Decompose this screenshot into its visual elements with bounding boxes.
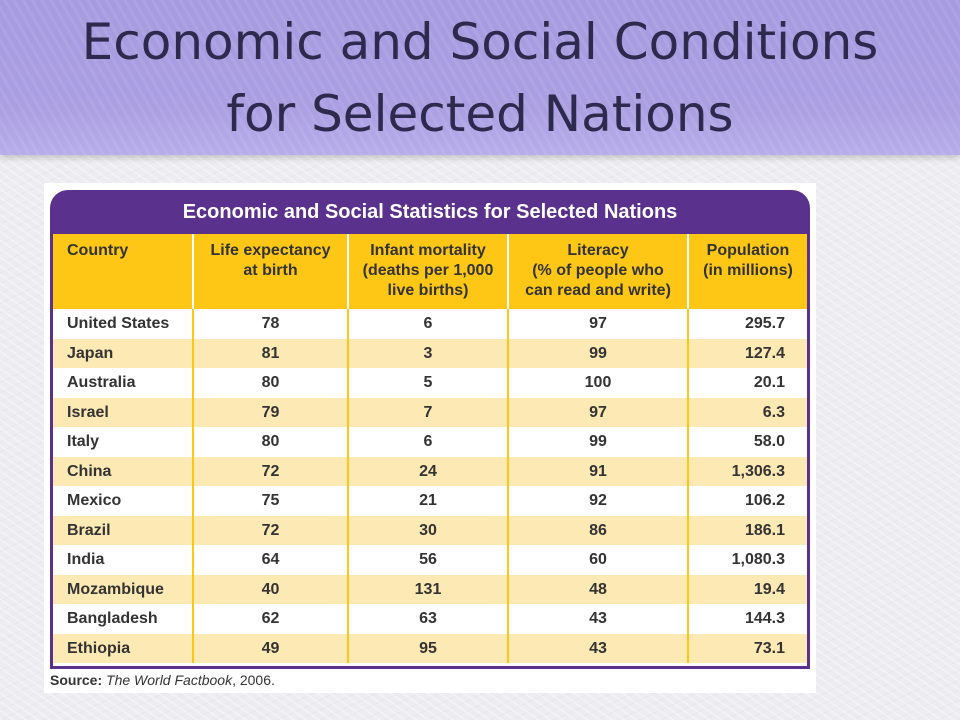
- table-row: Japan 81 3 99 127.4: [53, 338, 807, 368]
- cell-literacy: 97: [509, 397, 689, 427]
- statistics-table: Economic and Social Statistics for Selec…: [44, 183, 816, 693]
- cell-country: Ethiopia: [53, 633, 194, 663]
- table-row: Bangladesh 62 63 43 144.3: [53, 604, 807, 634]
- cell-population: 1,306.3: [731, 462, 785, 480]
- cell-life-expectancy: 75: [194, 486, 349, 516]
- table-row: Ethiopia 49 95 43 73.1: [53, 633, 807, 663]
- cell-population: 106.2: [744, 492, 785, 509]
- cell-life-expectancy: 79: [194, 397, 349, 427]
- source-year: , 2006.: [232, 672, 275, 688]
- cell-population: 186.1: [744, 521, 785, 539]
- cell-infant-mortality: 24: [349, 456, 509, 486]
- cell-infant-mortality: 95: [349, 633, 509, 663]
- source-work: The World Factbook: [106, 672, 233, 688]
- cell-literacy: 92: [509, 486, 689, 516]
- table-row: Brazil 72 30 86 186.1: [53, 515, 807, 545]
- cell-infant-mortality: 21: [349, 486, 509, 516]
- cell-life-expectancy: 80: [194, 427, 349, 457]
- table-row: India 64 56 60 1,080.3: [53, 545, 807, 575]
- column-header-country: Country: [53, 234, 194, 309]
- column-header-life-expectancy: Life expectancy at birth: [194, 234, 349, 309]
- column-headers: Country Life expectancy at birth Infant …: [53, 234, 807, 309]
- cell-life-expectancy: 72: [194, 515, 349, 545]
- cell-country: Brazil: [53, 515, 194, 545]
- cell-life-expectancy: 78: [194, 309, 349, 339]
- cell-life-expectancy: 80: [194, 368, 349, 398]
- cell-infant-mortality: 6: [349, 427, 509, 457]
- cell-country: Japan: [53, 338, 194, 368]
- title-band: [0, 0, 960, 155]
- cell-country: Mexico: [53, 486, 194, 516]
- cell-infant-mortality: 3: [349, 338, 509, 368]
- slide-title: Economic and Social Conditions for Selec…: [0, 6, 960, 150]
- cell-country: Italy: [53, 427, 194, 457]
- table-body: Country Life expectancy at birth Infant …: [50, 234, 810, 669]
- table-rows: United States 78 6 97 295.7 Japan 81 3 99 127.4 Au…: [53, 309, 807, 663]
- cell-life-expectancy: 81: [194, 338, 349, 368]
- cell-literacy: 99: [509, 338, 689, 368]
- cell-infant-mortality: 131: [349, 574, 509, 604]
- cell-country: United States: [53, 309, 194, 339]
- column-header-infant-mortality: Infant mortality (deaths per 1,000 live …: [349, 234, 509, 309]
- slide-title-line-2: for Selected Nations: [226, 85, 734, 143]
- table-row: Mexico 75 21 92 106.2: [53, 486, 807, 516]
- table-row: Italy 80 6 99 58.0: [53, 427, 807, 457]
- cell-population: 73.1: [753, 639, 785, 657]
- cell-literacy: 48: [509, 574, 689, 604]
- cell-life-expectancy: 72: [194, 456, 349, 486]
- cell-country: Israel: [53, 397, 194, 427]
- cell-population: 6.3: [762, 403, 785, 421]
- cell-literacy: 43: [509, 633, 689, 663]
- cell-life-expectancy: 64: [194, 545, 349, 575]
- column-header-population: Population (in millions): [703, 242, 793, 279]
- cell-life-expectancy: 49: [194, 633, 349, 663]
- cell-infant-mortality: 56: [349, 545, 509, 575]
- cell-country: Mozambique: [53, 574, 194, 604]
- cell-country: Bangladesh: [53, 604, 194, 634]
- cell-literacy: 91: [509, 456, 689, 486]
- cell-infant-mortality: 63: [349, 604, 509, 634]
- cell-country: Australia: [53, 368, 194, 398]
- slide-title-line-1: Economic and Social Conditions: [81, 13, 879, 71]
- cell-literacy: 60: [509, 545, 689, 575]
- table-title: Economic and Social Statistics for Selec…: [50, 190, 810, 234]
- cell-literacy: 99: [509, 427, 689, 457]
- cell-literacy: 86: [509, 515, 689, 545]
- cell-life-expectancy: 62: [194, 604, 349, 634]
- cell-literacy: 97: [509, 309, 689, 339]
- cell-population: 58.0: [753, 433, 785, 450]
- cell-infant-mortality: 7: [349, 397, 509, 427]
- source-note: Source: The World Factbook, 2006.: [50, 672, 275, 688]
- cell-population: 295.7: [744, 315, 785, 332]
- cell-literacy: 43: [509, 604, 689, 634]
- cell-infant-mortality: 30: [349, 515, 509, 545]
- cell-population: 144.3: [744, 610, 785, 627]
- column-header-literacy: Literacy (% of people who can read and w…: [509, 234, 689, 309]
- cell-infant-mortality: 6: [349, 309, 509, 339]
- table-row: Mozambique 40 131 48 19.4: [53, 574, 807, 604]
- cell-population: 1,080.3: [731, 551, 785, 568]
- table-row: China 72 24 91 1,306.3: [53, 456, 807, 486]
- table-row: Australia 80 5 100 20.1: [53, 368, 807, 398]
- cell-population: 127.4: [744, 344, 785, 362]
- cell-population: 20.1: [753, 374, 785, 391]
- cell-population: 19.4: [753, 580, 785, 598]
- cell-life-expectancy: 40: [194, 574, 349, 604]
- cell-country: China: [53, 456, 194, 486]
- source-label: Source:: [50, 672, 103, 688]
- table-row: United States 78 6 97 295.7: [53, 309, 807, 339]
- cell-literacy: 100: [509, 368, 689, 398]
- table-row: Israel 79 7 97 6.3: [53, 397, 807, 427]
- cell-infant-mortality: 5: [349, 368, 509, 398]
- cell-country: India: [53, 545, 194, 575]
